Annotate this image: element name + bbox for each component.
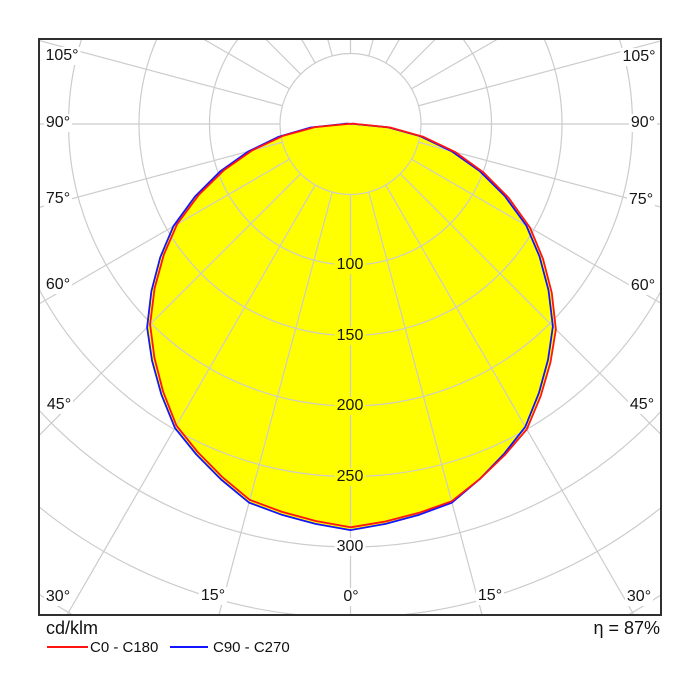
angle-label-right-60: 60° (628, 277, 658, 295)
radial-label-200: 200 (334, 397, 366, 415)
legend-line-c90-c270 (170, 646, 208, 648)
angle-label-left-45: 45° (44, 396, 74, 414)
efficiency-label: η = 87% (593, 618, 660, 638)
legend-label-c0-c180: C0 - C180 (90, 639, 159, 656)
legend-label-c90-c270: C90 - C270 (213, 639, 290, 656)
radial-label-250: 250 (334, 468, 366, 486)
angle-label-bottom-0: 0° (341, 588, 361, 606)
angle-label-left-105: 105° (43, 47, 81, 65)
angle-label-right-90: 90° (628, 114, 658, 132)
angle-label-right-105: 105° (620, 48, 658, 66)
angle-label-right-75: 75° (626, 191, 656, 209)
radial-label-150: 150 (334, 327, 366, 345)
angle-label-left-90: 90° (43, 114, 73, 132)
radial-label-100: 100 (334, 256, 366, 274)
angle-label-bottom-15-left: 15° (198, 587, 228, 605)
plot-frame-border (38, 38, 662, 616)
angle-label-bottom-30-right: 30° (624, 588, 654, 606)
angle-label-left-75: 75° (43, 190, 73, 208)
angle-label-bottom-30-left: 30° (43, 588, 73, 606)
unit-label: cd/klm (46, 618, 99, 638)
angle-label-right-45: 45° (627, 396, 657, 414)
radial-label-300: 300 (334, 538, 366, 556)
angle-label-bottom-15-right: 15° (475, 587, 505, 605)
angle-label-left-60: 60° (43, 276, 73, 294)
legend-line-c0-c180 (47, 646, 88, 648)
